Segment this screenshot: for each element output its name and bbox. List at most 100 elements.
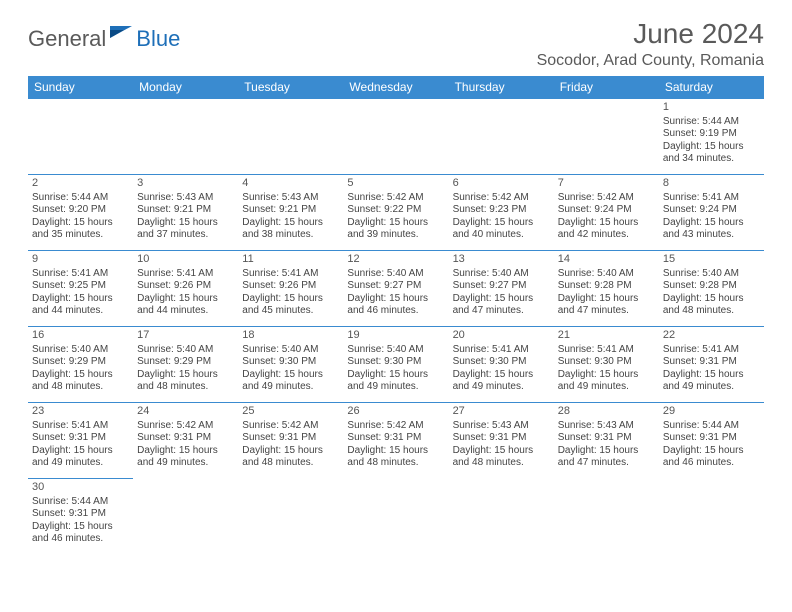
sunset-text: Sunset: 9:29 PM xyxy=(32,356,129,369)
sunset-text: Sunset: 9:31 PM xyxy=(347,432,444,445)
day-number: 17 xyxy=(137,329,234,343)
sunset-text: Sunset: 9:26 PM xyxy=(242,280,339,293)
calendar-day-cell xyxy=(449,99,554,175)
daylight-text: Daylight: 15 hours and 49 minutes. xyxy=(453,369,550,394)
sunrise-text: Sunrise: 5:40 AM xyxy=(453,268,550,281)
sunrise-text: Sunrise: 5:42 AM xyxy=(137,420,234,433)
daylight-text: Daylight: 15 hours and 43 minutes. xyxy=(663,217,760,242)
day-number: 10 xyxy=(137,253,234,267)
calendar-day-cell: 8Sunrise: 5:41 AMSunset: 9:24 PMDaylight… xyxy=(659,175,764,251)
calendar-day-cell: 27Sunrise: 5:43 AMSunset: 9:31 PMDayligh… xyxy=(449,403,554,479)
sunset-text: Sunset: 9:26 PM xyxy=(137,280,234,293)
day-number: 25 xyxy=(242,405,339,419)
weekday-header: Sunday xyxy=(28,76,133,99)
sunset-text: Sunset: 9:27 PM xyxy=(347,280,444,293)
day-number: 12 xyxy=(347,253,444,267)
calendar-day-cell: 24Sunrise: 5:42 AMSunset: 9:31 PMDayligh… xyxy=(133,403,238,479)
sunrise-text: Sunrise: 5:40 AM xyxy=(347,344,444,357)
day-number: 9 xyxy=(32,253,129,267)
logo: General Blue xyxy=(28,24,180,53)
calendar-day-cell xyxy=(554,479,659,555)
sunset-text: Sunset: 9:31 PM xyxy=(32,432,129,445)
sunset-text: Sunset: 9:31 PM xyxy=(663,432,760,445)
daylight-text: Daylight: 15 hours and 42 minutes. xyxy=(558,217,655,242)
day-number: 24 xyxy=(137,405,234,419)
day-number: 1 xyxy=(663,101,760,115)
calendar-day-cell: 19Sunrise: 5:40 AMSunset: 9:30 PMDayligh… xyxy=(343,327,448,403)
sunset-text: Sunset: 9:25 PM xyxy=(32,280,129,293)
calendar-day-cell xyxy=(238,479,343,555)
weekday-header: Tuesday xyxy=(238,76,343,99)
weekday-header: Monday xyxy=(133,76,238,99)
daylight-text: Daylight: 15 hours and 47 minutes. xyxy=(558,293,655,318)
calendar-day-cell: 6Sunrise: 5:42 AMSunset: 9:23 PMDaylight… xyxy=(449,175,554,251)
weekday-header: Friday xyxy=(554,76,659,99)
day-number: 7 xyxy=(558,177,655,191)
calendar-day-cell: 28Sunrise: 5:43 AMSunset: 9:31 PMDayligh… xyxy=(554,403,659,479)
calendar-day-cell: 25Sunrise: 5:42 AMSunset: 9:31 PMDayligh… xyxy=(238,403,343,479)
calendar-week-row: 16Sunrise: 5:40 AMSunset: 9:29 PMDayligh… xyxy=(28,327,764,403)
sunrise-text: Sunrise: 5:41 AM xyxy=(663,344,760,357)
sunset-text: Sunset: 9:31 PM xyxy=(558,432,655,445)
sunrise-text: Sunrise: 5:43 AM xyxy=(137,192,234,205)
sunrise-text: Sunrise: 5:42 AM xyxy=(558,192,655,205)
day-number: 30 xyxy=(32,481,129,495)
calendar-day-cell: 26Sunrise: 5:42 AMSunset: 9:31 PMDayligh… xyxy=(343,403,448,479)
calendar-day-cell: 3Sunrise: 5:43 AMSunset: 9:21 PMDaylight… xyxy=(133,175,238,251)
daylight-text: Daylight: 15 hours and 46 minutes. xyxy=(32,521,129,546)
sunrise-text: Sunrise: 5:42 AM xyxy=(453,192,550,205)
sunrise-text: Sunrise: 5:44 AM xyxy=(32,192,129,205)
sunrise-text: Sunrise: 5:41 AM xyxy=(453,344,550,357)
calendar-day-cell: 16Sunrise: 5:40 AMSunset: 9:29 PMDayligh… xyxy=(28,327,133,403)
daylight-text: Daylight: 15 hours and 48 minutes. xyxy=(137,369,234,394)
sunrise-text: Sunrise: 5:41 AM xyxy=(32,420,129,433)
daylight-text: Daylight: 15 hours and 45 minutes. xyxy=(242,293,339,318)
calendar-week-row: 1Sunrise: 5:44 AMSunset: 9:19 PMDaylight… xyxy=(28,99,764,175)
calendar-day-cell: 12Sunrise: 5:40 AMSunset: 9:27 PMDayligh… xyxy=(343,251,448,327)
daylight-text: Daylight: 15 hours and 49 minutes. xyxy=(137,445,234,470)
day-number: 8 xyxy=(663,177,760,191)
sunset-text: Sunset: 9:21 PM xyxy=(137,204,234,217)
sunrise-text: Sunrise: 5:40 AM xyxy=(558,268,655,281)
day-number: 19 xyxy=(347,329,444,343)
day-number: 6 xyxy=(453,177,550,191)
daylight-text: Daylight: 15 hours and 48 minutes. xyxy=(32,369,129,394)
calendar-week-row: 30Sunrise: 5:44 AMSunset: 9:31 PMDayligh… xyxy=(28,479,764,555)
daylight-text: Daylight: 15 hours and 49 minutes. xyxy=(347,369,444,394)
weekday-header-row: Sunday Monday Tuesday Wednesday Thursday… xyxy=(28,76,764,99)
daylight-text: Daylight: 15 hours and 49 minutes. xyxy=(32,445,129,470)
daylight-text: Daylight: 15 hours and 46 minutes. xyxy=(347,293,444,318)
calendar-day-cell: 4Sunrise: 5:43 AMSunset: 9:21 PMDaylight… xyxy=(238,175,343,251)
calendar-week-row: 2Sunrise: 5:44 AMSunset: 9:20 PM Daylight… xyxy=(28,175,764,251)
calendar-day-cell: 29Sunrise: 5:44 AMSunset: 9:31 PMDayligh… xyxy=(659,403,764,479)
calendar-day-cell xyxy=(28,99,133,175)
daylight-text: Daylight: 15 hours and 38 minutes. xyxy=(242,217,339,242)
sunset-text: Sunset: 9:31 PM xyxy=(137,432,234,445)
daylight-text: Daylight: 15 hours and 44 minutes. xyxy=(137,293,234,318)
calendar-day-cell xyxy=(238,99,343,175)
calendar-day-cell: 20Sunrise: 5:41 AMSunset: 9:30 PMDayligh… xyxy=(449,327,554,403)
day-number: 16 xyxy=(32,329,129,343)
sunset-text: Sunset: 9:20 PM xyxy=(32,204,129,217)
sunset-text: Sunset: 9:27 PM xyxy=(453,280,550,293)
sunset-text: Sunset: 9:24 PM xyxy=(663,204,760,217)
calendar-week-row: 9Sunrise: 5:41 AMSunset: 9:25 PMDaylight… xyxy=(28,251,764,327)
calendar-day-cell xyxy=(343,99,448,175)
calendar-day-cell: 17Sunrise: 5:40 AMSunset: 9:29 PMDayligh… xyxy=(133,327,238,403)
sunset-text: Sunset: 9:31 PM xyxy=(32,508,129,521)
sunrise-text: Sunrise: 5:40 AM xyxy=(347,268,444,281)
day-number: 14 xyxy=(558,253,655,267)
sunrise-text: Sunrise: 5:42 AM xyxy=(242,420,339,433)
calendar-day-cell xyxy=(554,99,659,175)
day-number: 11 xyxy=(242,253,339,267)
day-number: 4 xyxy=(242,177,339,191)
sunrise-text: Sunrise: 5:41 AM xyxy=(32,268,129,281)
sunset-text: Sunset: 9:31 PM xyxy=(453,432,550,445)
day-number: 20 xyxy=(453,329,550,343)
sunset-text: Sunset: 9:30 PM xyxy=(453,356,550,369)
sunrise-text: Sunrise: 5:41 AM xyxy=(242,268,339,281)
calendar-body: 1Sunrise: 5:44 AMSunset: 9:19 PMDaylight… xyxy=(28,99,764,555)
daylight-text: Daylight: 15 hours and 48 minutes. xyxy=(242,445,339,470)
day-number: 2 xyxy=(32,177,129,191)
daylight-text: Daylight: 15 hours and 44 minutes. xyxy=(32,293,129,318)
